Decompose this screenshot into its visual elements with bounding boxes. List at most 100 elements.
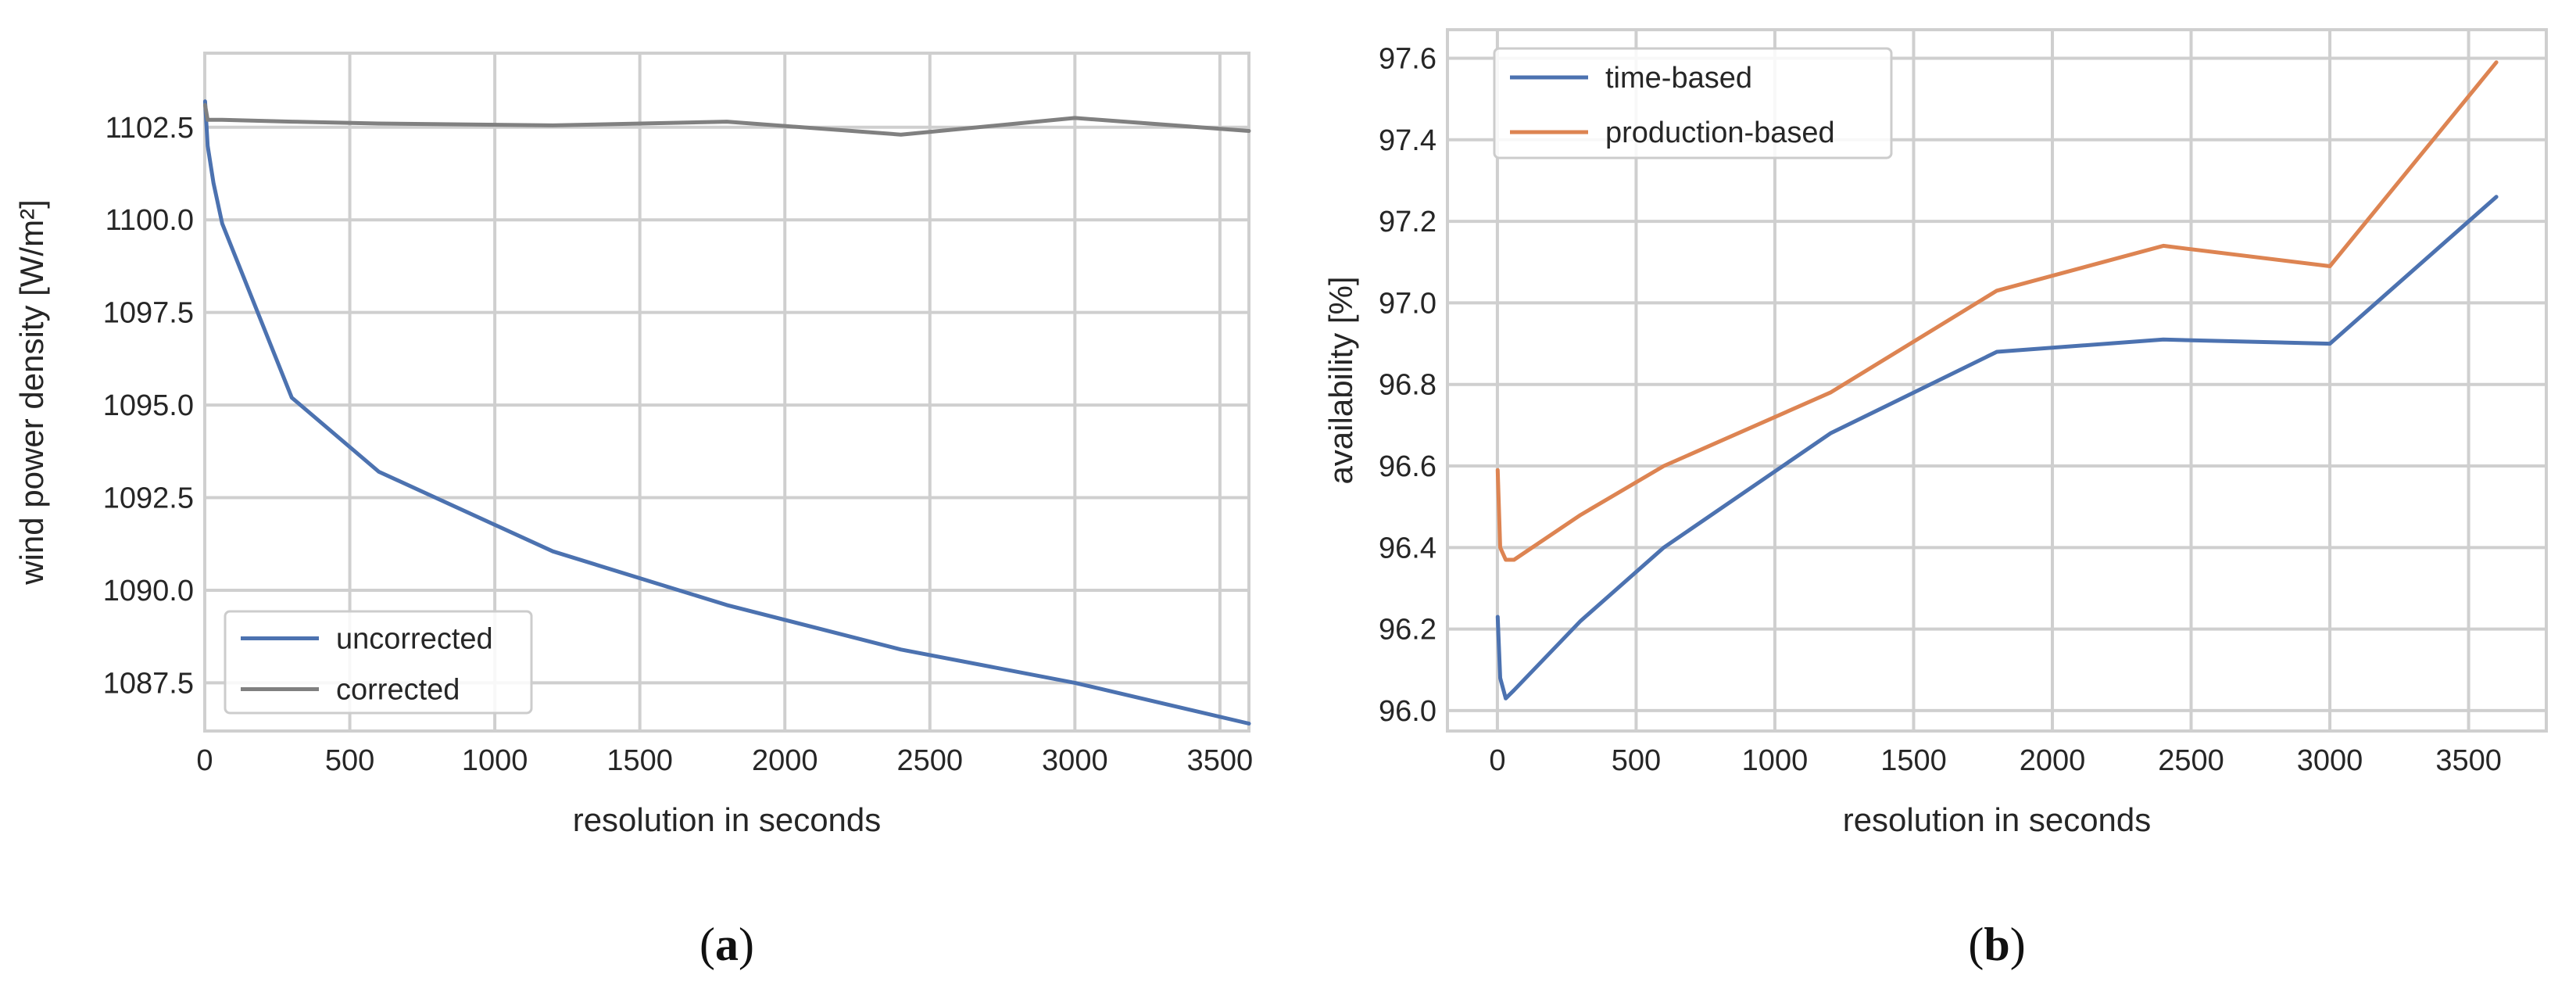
x-tick-label: 500 bbox=[325, 744, 374, 777]
y-tick-label: 1087.5 bbox=[103, 667, 194, 700]
data-point bbox=[1073, 116, 1076, 120]
y-axis-label: availability [%] bbox=[1322, 276, 1359, 484]
x-tick-label: 3500 bbox=[1187, 744, 1254, 777]
data-point bbox=[1504, 697, 1508, 700]
series-time-based bbox=[1495, 195, 2499, 701]
series-line bbox=[202, 102, 1251, 137]
y-tick-label: 1090.0 bbox=[103, 575, 194, 607]
x-tick-label: 2500 bbox=[2158, 744, 2224, 777]
data-point bbox=[1496, 615, 1499, 618]
x-tick-label: 3000 bbox=[2297, 744, 2363, 777]
legend: uncorrected corrected bbox=[224, 610, 533, 715]
series-line bbox=[1495, 195, 2499, 701]
data-point bbox=[212, 181, 215, 185]
x-tick-label: 3500 bbox=[2435, 744, 2502, 777]
data-point bbox=[1662, 464, 1665, 468]
y-tick-label: 1095.0 bbox=[103, 389, 194, 422]
y-tick-label: 97.4 bbox=[1379, 124, 1436, 157]
data-point bbox=[220, 118, 224, 121]
x-tick-label: 1500 bbox=[606, 744, 673, 777]
y-tick-label: 96.6 bbox=[1379, 450, 1436, 483]
data-point bbox=[2162, 244, 2165, 247]
data-point bbox=[1498, 676, 1501, 679]
x-tick-label: 0 bbox=[1489, 744, 1505, 777]
x-tick-label: 3000 bbox=[1042, 744, 1108, 777]
data-point bbox=[1995, 350, 1998, 353]
data-point bbox=[1496, 468, 1499, 471]
data-point bbox=[725, 604, 728, 607]
x-tick-label: 500 bbox=[1612, 744, 1661, 777]
data-point bbox=[1829, 432, 1832, 435]
data-point bbox=[212, 118, 215, 121]
data-point bbox=[551, 124, 554, 127]
plot-frame bbox=[1446, 28, 2548, 733]
data-point bbox=[203, 103, 206, 106]
plot-frame bbox=[203, 52, 1250, 733]
panel-letter: a bbox=[715, 919, 739, 970]
legend-label: uncorrected bbox=[336, 623, 493, 656]
panel-b: 0 500 1000 1500 2000 2500 3000 3500 96.0 96.2 96.4… bbox=[1322, 28, 2548, 970]
data-point bbox=[1512, 689, 1515, 692]
panel-a: 0 500 1000 1500 2000 2500 3000 3500 1087.5 1090.0… bbox=[13, 52, 1254, 970]
y-tick-label: 1102.5 bbox=[106, 112, 194, 145]
data-point bbox=[1247, 129, 1250, 132]
legend: time-based production-based bbox=[1493, 47, 1893, 159]
x-tick-label: 1500 bbox=[1880, 744, 1947, 777]
data-point bbox=[206, 118, 209, 121]
data-point bbox=[2495, 61, 2498, 64]
data-point bbox=[1073, 681, 1076, 684]
x-tick-label: 0 bbox=[196, 744, 213, 777]
data-point bbox=[1512, 558, 1515, 561]
data-point bbox=[206, 144, 209, 147]
panel-caption: (a) bbox=[699, 919, 754, 970]
y-tick-label: 96.2 bbox=[1379, 614, 1436, 647]
gridlines bbox=[203, 53, 1249, 731]
data-point bbox=[900, 133, 903, 136]
x-axis-label: resolution in seconds bbox=[573, 801, 882, 838]
series-uncorrected bbox=[202, 99, 1251, 726]
data-point bbox=[1247, 722, 1250, 726]
data-point bbox=[2328, 264, 2331, 267]
y-tick-label: 1092.5 bbox=[103, 482, 194, 515]
series-production-based bbox=[1495, 60, 2499, 562]
x-tick-label: 2000 bbox=[752, 744, 818, 777]
y-tick-label: 96.4 bbox=[1379, 532, 1436, 564]
data-point bbox=[2495, 195, 2498, 199]
data-point bbox=[377, 122, 381, 125]
data-point bbox=[2162, 338, 2165, 341]
x-axis-label: resolution in seconds bbox=[1843, 801, 2152, 838]
data-point bbox=[1504, 558, 1508, 561]
y-axis-label: wind power density [W/m²] bbox=[13, 199, 50, 585]
x-tick-label: 1000 bbox=[462, 744, 528, 777]
data-point bbox=[725, 120, 728, 124]
legend-label: time-based bbox=[1605, 62, 1752, 95]
data-point bbox=[2328, 342, 2331, 346]
data-point bbox=[1662, 546, 1665, 549]
series-line bbox=[1495, 60, 2499, 562]
y-tick-label: 97.6 bbox=[1379, 43, 1436, 76]
data-point bbox=[1579, 514, 1582, 517]
panel-letter: b bbox=[1984, 919, 2009, 970]
data-point bbox=[1498, 546, 1501, 549]
data-point bbox=[290, 396, 293, 400]
legend-label: corrected bbox=[336, 674, 460, 707]
data-point bbox=[290, 120, 293, 124]
data-point bbox=[1829, 391, 1832, 394]
data-point bbox=[1579, 619, 1582, 622]
legend-box bbox=[1493, 47, 1893, 159]
x-tick-label: 2000 bbox=[2020, 744, 2086, 777]
data-point bbox=[203, 100, 206, 103]
panel-caption: (b) bbox=[1968, 919, 2025, 970]
series-line bbox=[202, 99, 1251, 726]
y-tick-label: 1097.5 bbox=[103, 297, 194, 330]
x-tick-label: 1000 bbox=[1742, 744, 1809, 777]
y-tick-label: 97.0 bbox=[1379, 287, 1436, 320]
x-tick-label: 2500 bbox=[897, 744, 964, 777]
data-point bbox=[377, 470, 381, 473]
y-tick-label: 97.2 bbox=[1379, 206, 1436, 238]
data-point bbox=[1995, 289, 1998, 292]
legend-label: production-based bbox=[1605, 116, 1835, 149]
data-point bbox=[220, 222, 224, 225]
y-tick-label: 96.8 bbox=[1379, 369, 1436, 402]
